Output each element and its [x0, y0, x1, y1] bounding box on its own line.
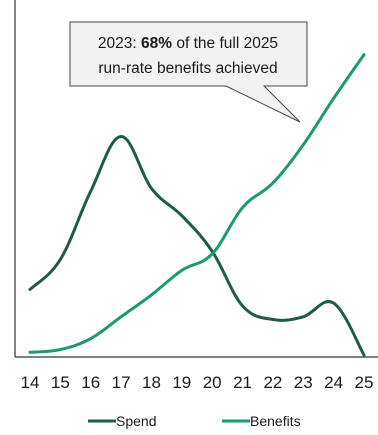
series-line-spend	[28, 135, 366, 357]
x-tick-label: 18	[142, 373, 161, 392]
annotation-line-2: run-rate benefits achieved	[98, 60, 277, 77]
x-tick-label: 17	[112, 373, 131, 392]
x-tick-label: 22	[263, 373, 282, 392]
x-tick-label: 19	[172, 373, 191, 392]
x-tick-label: 15	[51, 373, 70, 392]
annotation-line-1: 2023: 68% of the full 2025	[98, 35, 278, 52]
x-tick-label: 23	[294, 373, 313, 392]
annotation-box	[69, 21, 308, 123]
x-tick-label: 14	[21, 373, 40, 392]
series-layer	[28, 53, 366, 357]
legend: Spend Benefits	[88, 413, 301, 429]
legend-label-spend: Spend	[116, 413, 156, 429]
series-line-benefits	[28, 53, 366, 354]
legend-label-benefits: Benefits	[250, 413, 301, 429]
x-tick-label: 21	[233, 373, 252, 392]
x-tick-label: 20	[203, 373, 222, 392]
annotation-callout: 2023: 68% of the full 2025 run-rate bene…	[69, 21, 308, 123]
x-tick-labels: 14 15 16 17 18 19 20 21 22 23 24 25	[21, 373, 374, 392]
x-tick-label: 24	[324, 373, 343, 392]
x-tick-label: 25	[355, 373, 374, 392]
x-tick-label: 16	[81, 373, 100, 392]
